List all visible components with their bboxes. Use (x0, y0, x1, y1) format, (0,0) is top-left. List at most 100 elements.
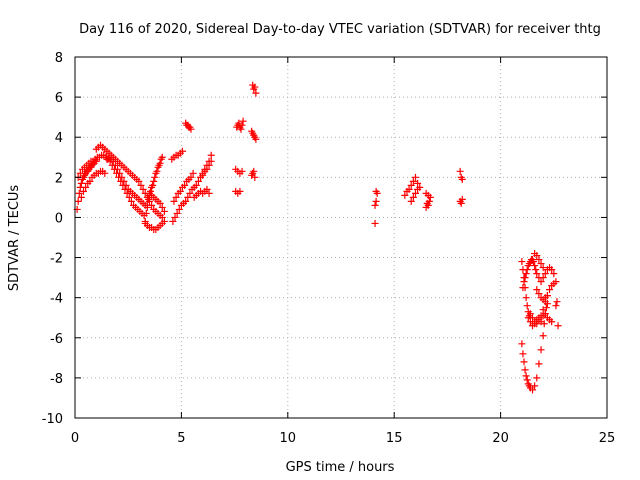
data-point (207, 157, 215, 165)
data-point (250, 167, 258, 175)
data-point (194, 177, 202, 185)
series-arc-d (103, 153, 151, 211)
data-point (371, 201, 379, 209)
data-point (526, 310, 534, 318)
data-point (537, 318, 545, 326)
data-point (203, 185, 211, 193)
series-arc-o (233, 117, 247, 133)
data-point (537, 260, 545, 268)
data-points (73, 81, 562, 394)
series-arc-v (456, 167, 466, 207)
data-point (411, 173, 419, 181)
data-point (169, 217, 177, 225)
x-tick-label: 5 (177, 431, 185, 446)
plot-frame (74, 56, 608, 419)
data-point (407, 197, 415, 205)
data-point (541, 270, 549, 278)
series-arc-aa (524, 310, 556, 330)
series-arc-i (169, 151, 215, 225)
data-point (531, 320, 539, 328)
data-point (543, 292, 551, 300)
data-point (407, 181, 415, 189)
data-point (519, 350, 527, 358)
data-point (414, 179, 422, 187)
y-tick-label: -10 (42, 412, 63, 427)
data-point (533, 374, 541, 382)
data-point (143, 201, 151, 209)
data-point (156, 159, 164, 167)
data-point (142, 209, 150, 217)
data-point (554, 322, 562, 330)
data-point (158, 203, 166, 211)
data-point (171, 213, 179, 221)
series-arc-u (422, 189, 434, 211)
data-point (541, 310, 549, 318)
data-point (523, 376, 531, 384)
data-point (236, 187, 244, 195)
data-point (548, 266, 556, 274)
data-point (524, 314, 532, 322)
data-point (205, 189, 213, 197)
series-arc-g (141, 217, 168, 233)
data-point (416, 183, 424, 191)
data-point (205, 161, 213, 169)
data-point (237, 125, 245, 133)
data-point (458, 175, 466, 183)
data-point (158, 153, 166, 161)
data-point (238, 167, 246, 175)
data-point (251, 83, 259, 91)
data-point (127, 197, 135, 205)
data-point (411, 189, 419, 197)
data-point (523, 302, 531, 310)
data-point (552, 278, 560, 286)
data-point (86, 177, 94, 185)
data-point (522, 294, 530, 302)
data-point (111, 161, 119, 169)
data-point (120, 177, 128, 185)
data-point (76, 169, 84, 177)
series-arc-r (248, 81, 260, 181)
data-point (144, 195, 152, 203)
y-tick-label: -6 (50, 332, 63, 347)
series-arc-p (232, 165, 246, 197)
series-arc-j (170, 169, 197, 205)
data-point (150, 177, 158, 185)
data-point (122, 181, 130, 189)
data-point (409, 193, 417, 201)
data-point (548, 318, 556, 326)
y-tick-label: -2 (50, 252, 63, 267)
y-axis-label: SDTVAR / TECUs (7, 185, 22, 292)
data-point (530, 258, 538, 266)
data-point (519, 284, 527, 292)
y-tick-label: -8 (50, 372, 63, 387)
data-point (531, 382, 539, 390)
data-point (532, 266, 540, 274)
data-point (531, 262, 539, 270)
series-arc-x (518, 258, 533, 320)
chart-title: Day 116 of 2020, Sidereal Day-to-day VTE… (79, 22, 601, 37)
y-tick-label: 2 (55, 171, 63, 186)
data-point (252, 135, 260, 143)
data-point (137, 181, 145, 189)
data-point (74, 197, 82, 205)
data-point (199, 171, 207, 179)
data-point (523, 266, 531, 274)
data-point (457, 199, 465, 207)
data-point (458, 195, 466, 203)
data-point (135, 177, 143, 185)
data-point (172, 193, 180, 201)
data-point (535, 360, 543, 368)
data-point (521, 274, 529, 282)
data-point (522, 270, 530, 278)
data-point (80, 187, 88, 195)
data-point (175, 205, 183, 213)
data-point (546, 286, 554, 294)
series-arc-t (401, 173, 424, 205)
data-point (82, 183, 90, 191)
data-point (192, 181, 200, 189)
y-tick-label: 0 (55, 211, 63, 226)
data-point (522, 372, 530, 380)
data-point (405, 185, 413, 193)
y-tick-label: -4 (50, 292, 63, 307)
